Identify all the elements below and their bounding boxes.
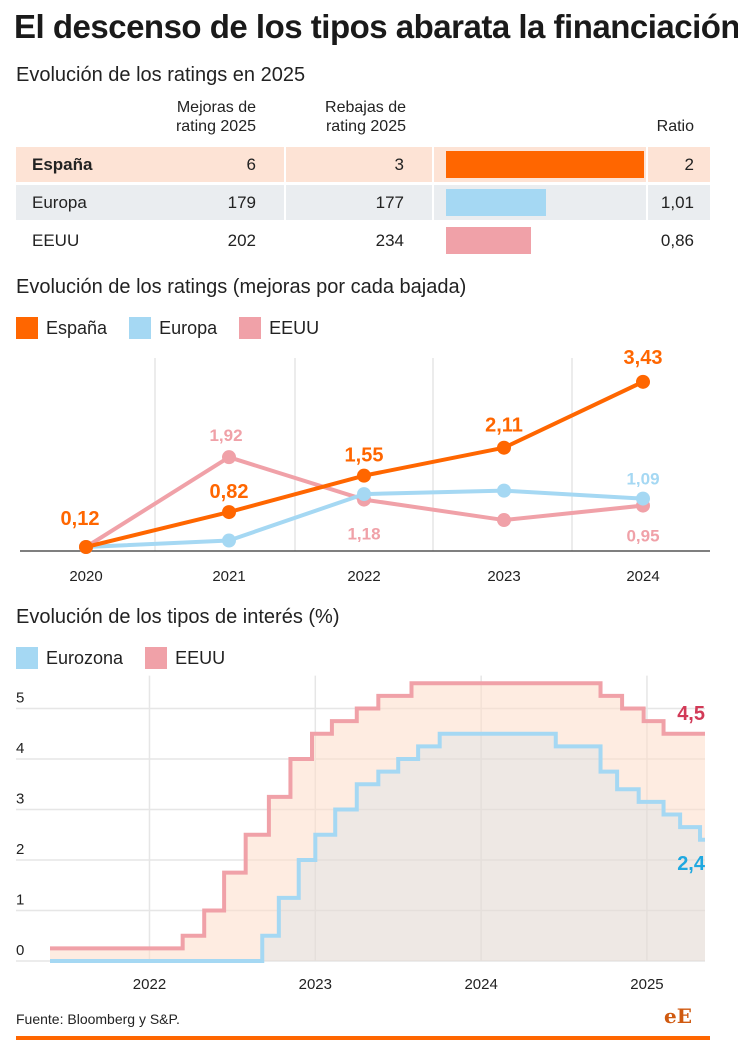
header-mejoras: Mejoras de rating 2025 <box>175 99 256 135</box>
series-line-eurozona <box>50 731 705 963</box>
x-tick-label: 2024 <box>464 976 497 993</box>
data-point <box>222 450 236 465</box>
data-label: 1,55 <box>345 445 384 467</box>
ratio-value: 1,01 <box>648 185 710 220</box>
rebajas-value: 177 <box>286 185 432 220</box>
legend-item-europa: Europa <box>129 317 217 339</box>
mejoras-value: 179 <box>120 185 284 220</box>
y-tick-label: 4 <box>16 740 24 757</box>
end-label: 4,5 <box>677 703 705 725</box>
legend-item-eurozona: Eurozona <box>16 647 123 669</box>
y-tick-label: 3 <box>16 791 24 808</box>
ratio-bar-cell <box>434 223 646 258</box>
data-point <box>497 513 511 528</box>
legend-item-espana: España <box>16 317 107 339</box>
country-name: Europa <box>16 185 134 220</box>
data-point <box>497 440 511 455</box>
ratio-bar <box>446 227 532 254</box>
mejoras-value: 202 <box>120 223 284 258</box>
data-point <box>636 491 650 506</box>
ratio-bar <box>446 151 644 178</box>
data-point <box>222 505 236 520</box>
footer-rule <box>16 1036 710 1040</box>
data-label: 0,82 <box>210 481 249 503</box>
series-area-eurozona <box>50 733 705 961</box>
data-label: 1,18 <box>347 525 380 544</box>
legend-item-eeuu-rates: EEUU <box>145 647 225 669</box>
ratio-value: 2 <box>648 147 710 182</box>
x-tick-label: 2023 <box>487 568 520 585</box>
y-tick-label: 2 <box>16 841 24 858</box>
mejoras-value: 6 <box>120 147 284 182</box>
series-area-eeuu <box>50 683 705 961</box>
ratio-bar-cell <box>434 147 646 182</box>
series-line-eeuu <box>50 681 705 951</box>
x-tick-label: 2025 <box>630 976 663 993</box>
legend-swatch <box>239 317 262 339</box>
ratio-bar <box>446 189 546 216</box>
y-tick-label: 5 <box>16 690 24 707</box>
data-point <box>636 374 650 389</box>
chart1-title: Evolución de los ratings (mejoras por ca… <box>16 276 467 298</box>
data-label: 1,92 <box>209 426 242 445</box>
data-label: 2,11 <box>485 415 523 437</box>
data-point <box>79 540 93 554</box>
x-tick-label: 2022 <box>133 976 166 993</box>
x-tick-label: 2021 <box>212 568 245 585</box>
x-tick-label: 2023 <box>299 976 332 993</box>
legend-swatch <box>16 647 38 669</box>
data-point <box>497 483 511 498</box>
ratio-bar-cell <box>434 185 646 220</box>
legend-item-eeuu: EEUU <box>239 317 319 339</box>
data-label: 0,12 <box>61 508 100 530</box>
source-note: Fuente: Bloomberg y S&P. <box>16 1011 180 1027</box>
end-label: 2,4 <box>677 853 706 875</box>
chart2-title: Evolución de los tipos de interés (%) <box>16 606 340 628</box>
table-row: EEUU 202 234 0,86 <box>16 223 710 258</box>
x-tick-label: 2022 <box>347 568 380 585</box>
data-point <box>357 468 371 483</box>
data-point <box>357 487 371 502</box>
table-subtitle: Evolución de los ratings en 2025 <box>16 64 306 86</box>
rebajas-value: 3 <box>286 147 432 182</box>
chart1-legend: España Europa EEUU <box>16 317 341 339</box>
country-name: España <box>16 147 134 182</box>
page-title: El descenso de los tipos abarata la fina… <box>14 8 738 45</box>
logo: eE <box>664 1004 692 1028</box>
x-tick-label: 2024 <box>626 568 659 585</box>
data-label: 1,09 <box>626 470 659 489</box>
y-tick-label: 1 <box>16 892 24 909</box>
y-tick-label: 0 <box>16 942 24 959</box>
legend-swatch <box>16 317 38 339</box>
header-ratio: Ratio <box>656 118 694 135</box>
rebajas-value: 234 <box>286 223 432 258</box>
legend-swatch <box>145 647 168 669</box>
table-row: España 6 3 2 <box>16 147 710 182</box>
country-name: EEUU <box>16 223 134 258</box>
legend-swatch <box>129 317 152 339</box>
ratio-value: 0,86 <box>648 223 710 258</box>
data-point <box>222 533 236 548</box>
header-rebajas: Rebajas de rating 2025 <box>325 99 406 135</box>
chart2-legend: Eurozona EEUU <box>16 647 247 669</box>
x-tick-label: 2020 <box>69 568 102 585</box>
data-label: 3,43 <box>624 347 663 369</box>
data-label: 0,95 <box>626 527 659 546</box>
table-row: Europa 179 177 1,01 <box>16 185 710 220</box>
